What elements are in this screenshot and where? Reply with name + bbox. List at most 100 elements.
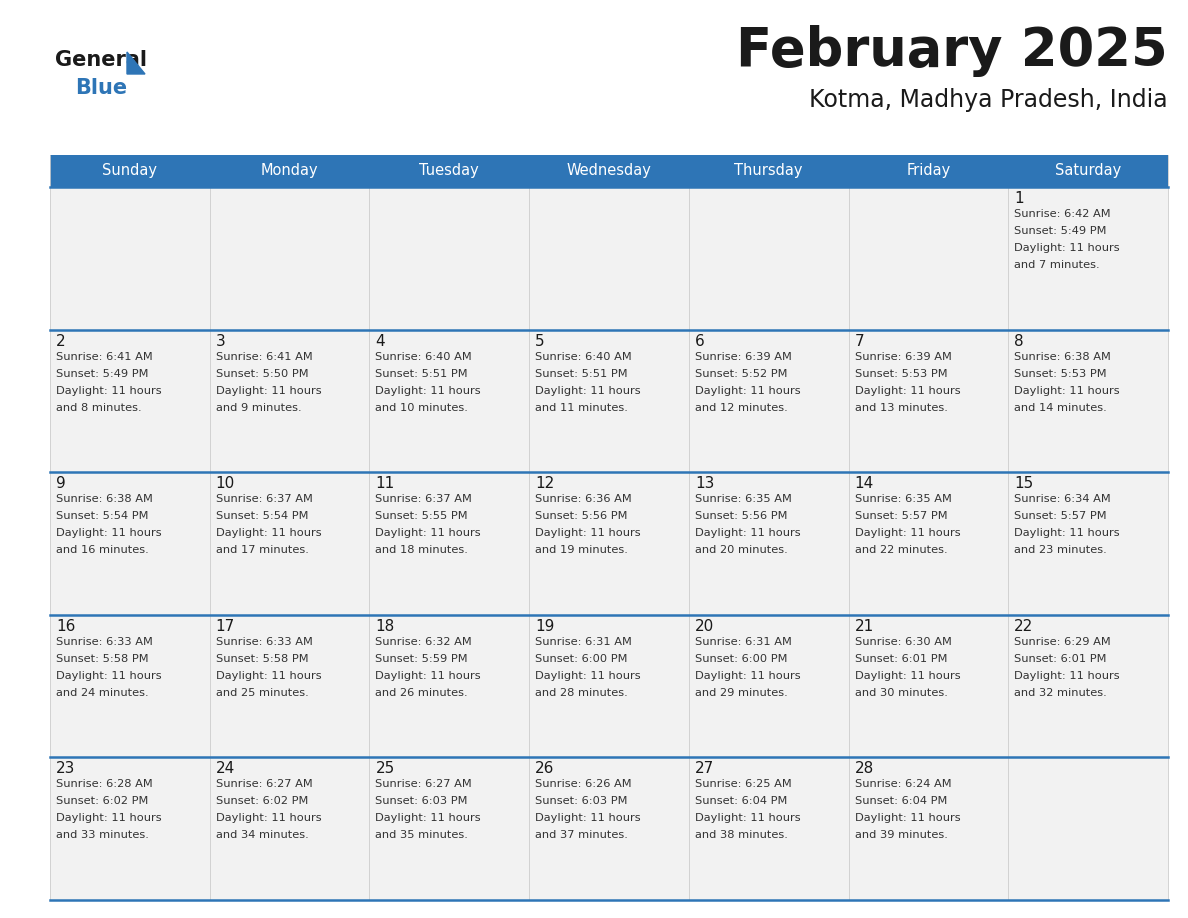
Text: Daylight: 11 hours: Daylight: 11 hours: [1015, 386, 1120, 396]
Bar: [529, 472, 689, 615]
Text: Friday: Friday: [906, 163, 950, 178]
Text: Daylight: 11 hours: Daylight: 11 hours: [216, 813, 321, 823]
Text: 21: 21: [854, 619, 874, 633]
Text: 25: 25: [375, 761, 394, 777]
Text: and 16 minutes.: and 16 minutes.: [56, 545, 148, 555]
Text: 6: 6: [695, 333, 704, 349]
Bar: [210, 155, 369, 187]
Text: Sunset: 5:49 PM: Sunset: 5:49 PM: [1015, 226, 1107, 236]
Text: 11: 11: [375, 476, 394, 491]
Text: Sunset: 5:57 PM: Sunset: 5:57 PM: [854, 511, 947, 521]
Text: and 17 minutes.: and 17 minutes.: [216, 545, 309, 555]
Bar: [529, 155, 689, 187]
Text: and 7 minutes.: and 7 minutes.: [1015, 260, 1100, 270]
Bar: [210, 472, 369, 615]
Bar: [210, 330, 369, 472]
Text: Sunset: 6:00 PM: Sunset: 6:00 PM: [695, 654, 788, 664]
Bar: [848, 757, 1009, 900]
Text: Saturday: Saturday: [1055, 163, 1121, 178]
Text: Sunrise: 6:27 AM: Sunrise: 6:27 AM: [375, 779, 472, 789]
Bar: [689, 187, 848, 330]
Text: 20: 20: [695, 619, 714, 633]
Text: and 24 minutes.: and 24 minutes.: [56, 688, 148, 698]
Text: Daylight: 11 hours: Daylight: 11 hours: [535, 528, 640, 538]
Text: 7: 7: [854, 333, 864, 349]
Text: Sunset: 6:01 PM: Sunset: 6:01 PM: [854, 654, 947, 664]
Text: Daylight: 11 hours: Daylight: 11 hours: [216, 528, 321, 538]
Text: Sunrise: 6:41 AM: Sunrise: 6:41 AM: [216, 352, 312, 362]
Text: Daylight: 11 hours: Daylight: 11 hours: [56, 528, 162, 538]
Text: Sunset: 5:58 PM: Sunset: 5:58 PM: [56, 654, 148, 664]
Text: Daylight: 11 hours: Daylight: 11 hours: [375, 528, 481, 538]
Text: and 11 minutes.: and 11 minutes.: [535, 403, 628, 412]
Text: 10: 10: [216, 476, 235, 491]
Text: Daylight: 11 hours: Daylight: 11 hours: [854, 386, 960, 396]
Text: Sunset: 5:53 PM: Sunset: 5:53 PM: [854, 369, 947, 378]
Text: Daylight: 11 hours: Daylight: 11 hours: [1015, 243, 1120, 253]
Text: Sunset: 6:03 PM: Sunset: 6:03 PM: [375, 797, 468, 806]
Bar: [369, 472, 529, 615]
Bar: [848, 615, 1009, 757]
Text: Sunrise: 6:37 AM: Sunrise: 6:37 AM: [375, 494, 473, 504]
Bar: [529, 757, 689, 900]
Text: Sunset: 5:54 PM: Sunset: 5:54 PM: [56, 511, 148, 521]
Text: 4: 4: [375, 333, 385, 349]
Text: 1: 1: [1015, 191, 1024, 206]
Text: Sunrise: 6:26 AM: Sunrise: 6:26 AM: [535, 779, 632, 789]
Bar: [210, 187, 369, 330]
Text: Sunset: 5:54 PM: Sunset: 5:54 PM: [216, 511, 308, 521]
Bar: [50, 330, 210, 472]
Text: 9: 9: [56, 476, 65, 491]
Text: and 8 minutes.: and 8 minutes.: [56, 403, 141, 412]
Text: Thursday: Thursday: [734, 163, 803, 178]
Bar: [848, 330, 1009, 472]
Text: Sunset: 6:04 PM: Sunset: 6:04 PM: [695, 797, 788, 806]
Bar: [848, 472, 1009, 615]
Text: Monday: Monday: [260, 163, 318, 178]
Text: Sunrise: 6:40 AM: Sunrise: 6:40 AM: [535, 352, 632, 362]
Bar: [1009, 615, 1168, 757]
Text: and 33 minutes.: and 33 minutes.: [56, 831, 148, 840]
Text: Sunset: 5:56 PM: Sunset: 5:56 PM: [535, 511, 627, 521]
Text: Sunset: 5:51 PM: Sunset: 5:51 PM: [375, 369, 468, 378]
Bar: [1009, 330, 1168, 472]
Text: Sunset: 5:59 PM: Sunset: 5:59 PM: [375, 654, 468, 664]
Text: and 37 minutes.: and 37 minutes.: [535, 831, 628, 840]
Text: 5: 5: [535, 333, 545, 349]
Text: Sunrise: 6:39 AM: Sunrise: 6:39 AM: [695, 352, 791, 362]
Text: 18: 18: [375, 619, 394, 633]
Text: Blue: Blue: [75, 78, 127, 98]
Bar: [369, 330, 529, 472]
Bar: [689, 472, 848, 615]
Text: and 22 minutes.: and 22 minutes.: [854, 545, 947, 555]
Text: Sunset: 5:53 PM: Sunset: 5:53 PM: [1015, 369, 1107, 378]
Text: Sunset: 6:02 PM: Sunset: 6:02 PM: [56, 797, 148, 806]
Text: and 38 minutes.: and 38 minutes.: [695, 831, 788, 840]
Text: Sunrise: 6:32 AM: Sunrise: 6:32 AM: [375, 637, 472, 647]
Text: Daylight: 11 hours: Daylight: 11 hours: [375, 813, 481, 823]
Bar: [210, 757, 369, 900]
Bar: [848, 187, 1009, 330]
Text: and 25 minutes.: and 25 minutes.: [216, 688, 309, 698]
Text: and 14 minutes.: and 14 minutes.: [1015, 403, 1107, 412]
Text: Sunrise: 6:34 AM: Sunrise: 6:34 AM: [1015, 494, 1111, 504]
Polygon shape: [127, 52, 145, 74]
Text: 16: 16: [56, 619, 75, 633]
Text: Sunset: 6:00 PM: Sunset: 6:00 PM: [535, 654, 627, 664]
Text: Sunrise: 6:27 AM: Sunrise: 6:27 AM: [216, 779, 312, 789]
Bar: [50, 757, 210, 900]
Text: 17: 17: [216, 619, 235, 633]
Text: and 23 minutes.: and 23 minutes.: [1015, 545, 1107, 555]
Bar: [1009, 757, 1168, 900]
Text: and 26 minutes.: and 26 minutes.: [375, 688, 468, 698]
Text: Kotma, Madhya Pradesh, India: Kotma, Madhya Pradesh, India: [809, 88, 1168, 112]
Text: Sunrise: 6:29 AM: Sunrise: 6:29 AM: [1015, 637, 1111, 647]
Bar: [369, 187, 529, 330]
Text: Daylight: 11 hours: Daylight: 11 hours: [535, 386, 640, 396]
Text: Sunset: 6:02 PM: Sunset: 6:02 PM: [216, 797, 308, 806]
Text: Sunset: 6:04 PM: Sunset: 6:04 PM: [854, 797, 947, 806]
Text: and 29 minutes.: and 29 minutes.: [695, 688, 788, 698]
Text: Sunrise: 6:25 AM: Sunrise: 6:25 AM: [695, 779, 791, 789]
Text: Sunrise: 6:35 AM: Sunrise: 6:35 AM: [695, 494, 791, 504]
Text: and 13 minutes.: and 13 minutes.: [854, 403, 948, 412]
